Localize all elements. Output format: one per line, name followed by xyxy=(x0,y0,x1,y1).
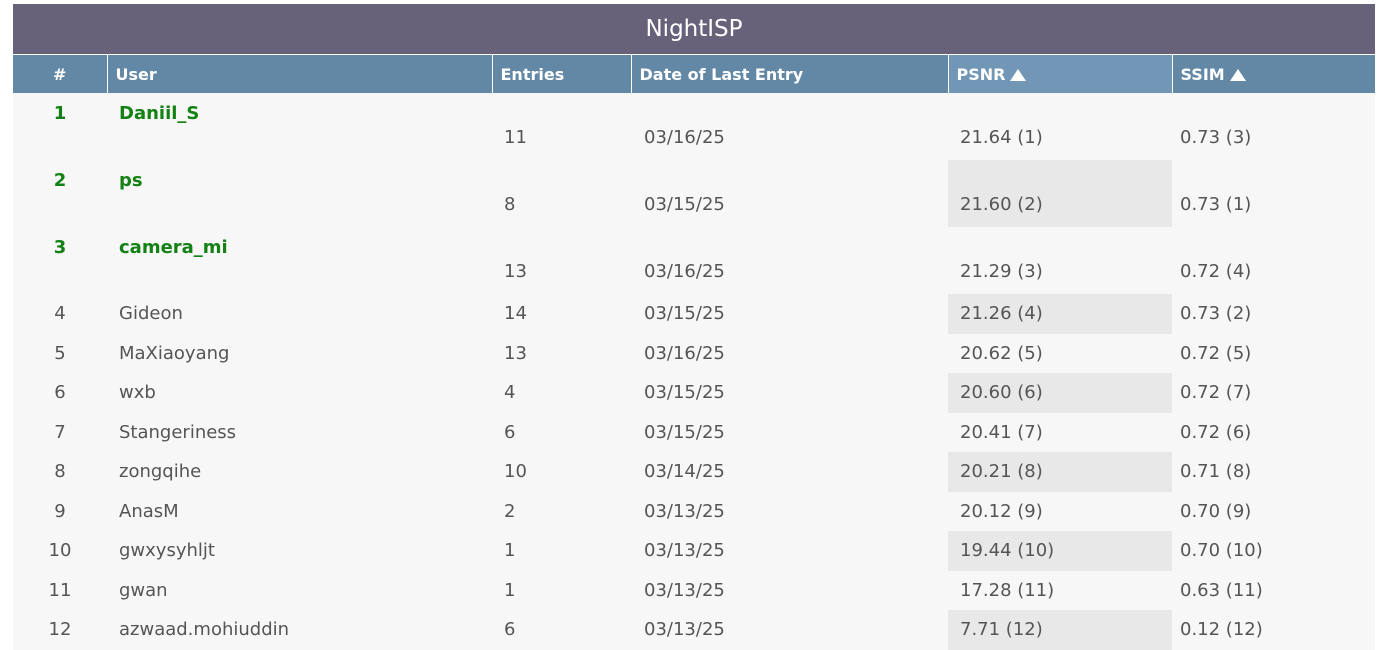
rank-cell: 11 xyxy=(48,579,72,601)
psnr-cell: 7.71 (12) xyxy=(948,610,1172,650)
psnr-cell: 20.41 (7) xyxy=(960,421,1043,443)
user-cell: MaXiaoyang xyxy=(119,342,230,364)
rank-cell: 10 xyxy=(48,540,72,562)
sort-ascending-icon xyxy=(1010,68,1027,81)
rank-cell: 3 xyxy=(53,237,67,258)
user-cell: wxb xyxy=(119,382,156,404)
entries-cell: 4 xyxy=(504,382,516,404)
psnr-cell: 21.64 (1) xyxy=(960,127,1043,148)
col-header-date[interactable]: Date of Last Entry xyxy=(630,54,948,93)
user-cell: gwxysyhljt xyxy=(119,540,215,562)
date-cell: 03/15/25 xyxy=(644,421,725,443)
entries-cell: 6 xyxy=(504,421,516,443)
date-cell: 03/15/25 xyxy=(644,194,725,215)
ssim-cell: 0.72 (5) xyxy=(1180,342,1252,364)
ssim-cell: 0.73 (2) xyxy=(1180,303,1252,325)
date-cell: 03/13/25 xyxy=(644,619,725,641)
date-cell: 03/16/25 xyxy=(644,342,725,364)
psnr-cell: 17.28 (11) xyxy=(960,579,1055,601)
psnr-cell: 20.62 (5) xyxy=(960,342,1043,364)
ssim-cell: 0.70 (9) xyxy=(1180,500,1252,522)
header-row: # User Entries Date of Last Entry PSNR S… xyxy=(13,54,1375,93)
entries-cell: 11 xyxy=(504,127,527,148)
table-row: 10 gwxysyhljt 1 03/13/25 19.44 (10) 0.70 (10) xyxy=(13,531,1375,571)
user-cell: AnasM xyxy=(119,500,179,522)
table-row: 6 wxb 4 03/15/25 20.60 (6) 0.72 (7) xyxy=(13,373,1375,413)
table-row: 5 MaXiaoyang 13 03/16/25 20.62 (5) 0.72 (5) xyxy=(13,334,1375,374)
table-row: 3 camera_mi 13 03/16/25 21.29 (3) 0.72 (4) xyxy=(13,227,1375,294)
table-row: 8 zongqihe 10 03/14/25 20.21 (8) 0.71 (8) xyxy=(13,452,1375,492)
leaderboard: NightISP # User Entries Date of Last Ent… xyxy=(13,4,1375,650)
rank-cell: 8 xyxy=(54,461,66,483)
col-header-rank[interactable]: # xyxy=(13,54,107,93)
rank-cell: 9 xyxy=(54,500,66,522)
date-cell: 03/16/25 xyxy=(644,261,725,282)
ssim-cell: 0.70 (10) xyxy=(1180,540,1263,562)
date-cell: 03/15/25 xyxy=(644,303,725,325)
rank-cell: 6 xyxy=(54,382,66,404)
table-row: 4 Gideon 14 03/15/25 21.26 (4) 0.73 (2) xyxy=(13,294,1375,334)
rank-cell: 4 xyxy=(54,303,66,325)
leaderboard-body: 1 Daniil_S 11 03/16/25 21.64 (1) 0.73 (3) 2 ps 8… xyxy=(13,93,1375,650)
entries-cell: 13 xyxy=(504,261,527,282)
date-cell: 03/13/25 xyxy=(644,579,725,601)
leaderboard-title: NightISP xyxy=(13,4,1375,54)
ssim-cell: 0.73 (1) xyxy=(1180,194,1252,215)
leaderboard-table: # User Entries Date of Last Entry PSNR S… xyxy=(13,54,1375,650)
ssim-cell: 0.72 (4) xyxy=(1180,261,1252,282)
entries-cell: 2 xyxy=(504,500,516,522)
psnr-cell: 21.26 (4) xyxy=(948,294,1172,334)
rank-cell: 1 xyxy=(53,103,67,124)
table-row: 9 AnasM 2 03/13/25 20.12 (9) 0.70 (9) xyxy=(13,492,1375,532)
ssim-cell: 0.72 (6) xyxy=(1180,421,1252,443)
user-cell: azwaad.mohiuddin xyxy=(119,619,290,641)
entries-cell: 1 xyxy=(504,579,516,601)
entries-cell: 6 xyxy=(504,619,516,641)
psnr-cell: 21.29 (3) xyxy=(960,261,1043,282)
table-row: 11 gwan 1 03/13/25 17.28 (11) 0.63 (11) xyxy=(13,571,1375,611)
psnr-cell: 20.12 (9) xyxy=(960,500,1043,522)
user-cell: zongqihe xyxy=(119,461,202,483)
rank-cell: 2 xyxy=(53,170,67,191)
col-header-ssim[interactable]: SSIM xyxy=(1171,54,1375,93)
psnr-cell: 20.21 (8) xyxy=(948,452,1172,492)
ssim-cell: 0.63 (11) xyxy=(1180,579,1263,601)
psnr-cell: 19.44 (10) xyxy=(948,531,1172,571)
ssim-cell: 0.72 (7) xyxy=(1180,382,1252,404)
rank-cell: 12 xyxy=(48,619,72,641)
rank-cell: 5 xyxy=(54,342,66,364)
date-cell: 03/13/25 xyxy=(644,500,725,522)
user-cell: camera_mi xyxy=(119,237,228,258)
sort-ascending-icon xyxy=(1229,68,1246,81)
entries-cell: 10 xyxy=(504,461,527,483)
entries-cell: 13 xyxy=(504,342,527,364)
user-cell: ps xyxy=(119,170,143,191)
table-row: 1 Daniil_S 11 03/16/25 21.64 (1) 0.73 (3) xyxy=(13,93,1375,160)
user-cell: gwan xyxy=(119,579,168,601)
user-cell: Stangeriness xyxy=(119,421,237,443)
table-row: 7 Stangeriness 6 03/15/25 20.41 (7) 0.72 (6) xyxy=(13,413,1375,453)
date-cell: 03/16/25 xyxy=(644,127,725,148)
user-cell: Gideon xyxy=(119,303,183,325)
table-row: 2 ps 8 03/15/25 21.60 (2) 0.73 (1) xyxy=(13,160,1375,227)
ssim-cell: 0.12 (12) xyxy=(1180,619,1263,641)
date-cell: 03/14/25 xyxy=(644,461,725,483)
psnr-cell: 21.60 (2) xyxy=(948,160,1172,227)
date-cell: 03/13/25 xyxy=(644,540,725,562)
entries-cell: 8 xyxy=(504,194,516,215)
col-header-psnr[interactable]: PSNR xyxy=(947,54,1172,93)
entries-cell: 1 xyxy=(504,540,516,562)
table-row: 12 azwaad.mohiuddin 6 03/13/25 7.71 (12) 0.12… xyxy=(13,610,1375,650)
rank-cell: 7 xyxy=(54,421,66,443)
col-header-entries[interactable]: Entries xyxy=(491,54,631,93)
date-cell: 03/15/25 xyxy=(644,382,725,404)
entries-cell: 14 xyxy=(504,303,527,325)
col-header-user[interactable]: User xyxy=(106,54,492,93)
psnr-cell: 20.60 (6) xyxy=(948,373,1172,413)
user-cell: Daniil_S xyxy=(119,103,200,124)
ssim-cell: 0.73 (3) xyxy=(1180,127,1252,148)
ssim-cell: 0.71 (8) xyxy=(1180,461,1252,483)
